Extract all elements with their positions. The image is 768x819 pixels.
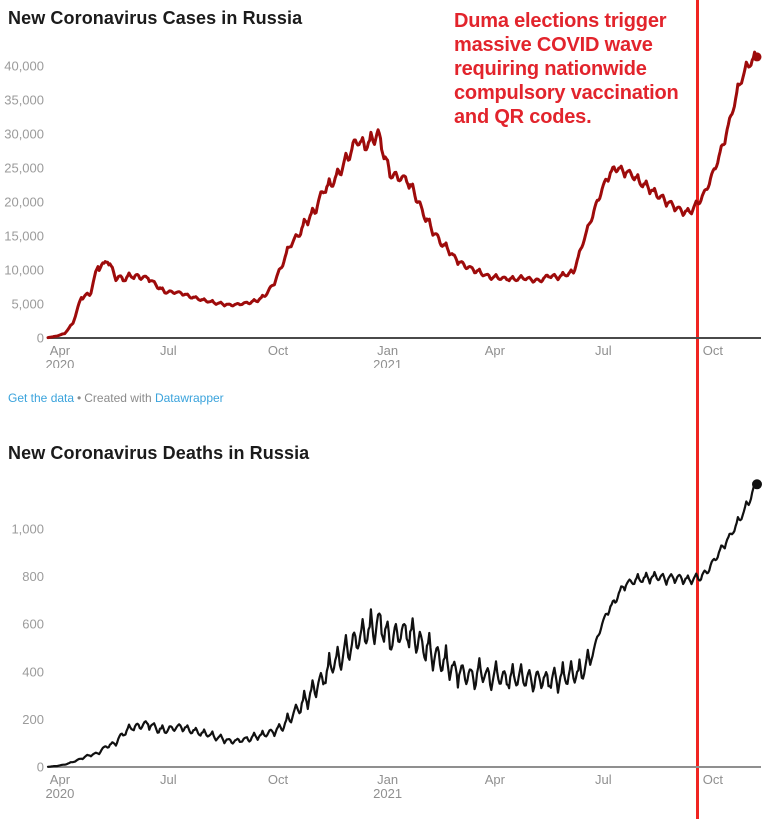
x-axis-tick-label: Oct [703, 343, 724, 358]
created-with-label: Created with [84, 391, 152, 405]
chart-footer: Get the data • Created with Datawrapper [8, 391, 224, 405]
x-axis-tick-label: Apr [485, 343, 506, 358]
x-axis-tick-label: Apr [50, 343, 71, 358]
x-axis-tick-label: Oct [268, 772, 289, 787]
y-axis-tick-label: 600 [22, 617, 44, 632]
y-axis-tick-label: 0 [37, 331, 44, 346]
x-axis-tick-label: Jul [160, 772, 177, 787]
y-axis-tick-label: 400 [22, 664, 44, 679]
cases-chart-title: New Coronavirus Cases in Russia [8, 8, 303, 28]
latest-value-dot [752, 52, 762, 62]
data-line [46, 50, 759, 340]
x-axis-tick-label: Jan [377, 772, 398, 787]
x-axis-tick-label: Apr [485, 772, 506, 787]
deaths-chart-title: New Coronavirus Deaths in Russia [8, 443, 310, 463]
x-axis-tick-label: Oct [703, 772, 724, 787]
x-axis-tick-sublabel: 2020 [45, 786, 74, 801]
y-axis-tick-label: 200 [22, 712, 44, 727]
x-axis-tick-label: Jan [377, 343, 398, 358]
x-axis-tick-label: Apr [50, 772, 71, 787]
y-axis-tick-label: 800 [22, 569, 44, 584]
x-axis-tick-label: Jul [595, 772, 612, 787]
y-axis-tick-label: 40,000 [4, 59, 44, 74]
x-axis-tick-label: Jul [595, 343, 612, 358]
x-axis-tick-sublabel: 2021 [373, 786, 402, 801]
annotation-text: Duma elections trigger massive COVID wav… [454, 10, 679, 128]
cases-chart-canvas[interactable]: 0 5,000 10,000 15,000 20,000 25,000 30,000 35,0… [0, 36, 768, 368]
y-axis-tick-label: 5,000 [11, 297, 44, 312]
y-axis-tick-label: 10,000 [4, 263, 44, 278]
y-axis-tick-label: 20,000 [4, 195, 44, 210]
data-line [46, 481, 759, 768]
latest-value-dot [752, 479, 762, 490]
annotation-vline [695, 0, 699, 819]
y-axis-tick-label: 25,000 [4, 161, 44, 176]
y-axis-tick-label: 15,000 [4, 229, 44, 244]
datawrapper-link[interactable]: Datawrapper [154, 391, 224, 405]
y-axis-tick-label: 0 [37, 760, 44, 775]
y-axis-tick-label: 35,000 [4, 93, 44, 108]
x-axis-tick-sublabel: 2021 [373, 357, 402, 368]
get-the-data-link[interactable]: Get the data [8, 391, 75, 405]
y-axis-tick-label: 30,000 [4, 127, 44, 142]
y-axis-tick-label: 1,000 [11, 522, 44, 537]
footer-separator: • [77, 391, 82, 405]
x-axis-tick-label: Jul [160, 343, 177, 358]
x-axis-tick-label: Oct [268, 343, 289, 358]
x-axis-tick-sublabel: 2020 [45, 357, 74, 368]
